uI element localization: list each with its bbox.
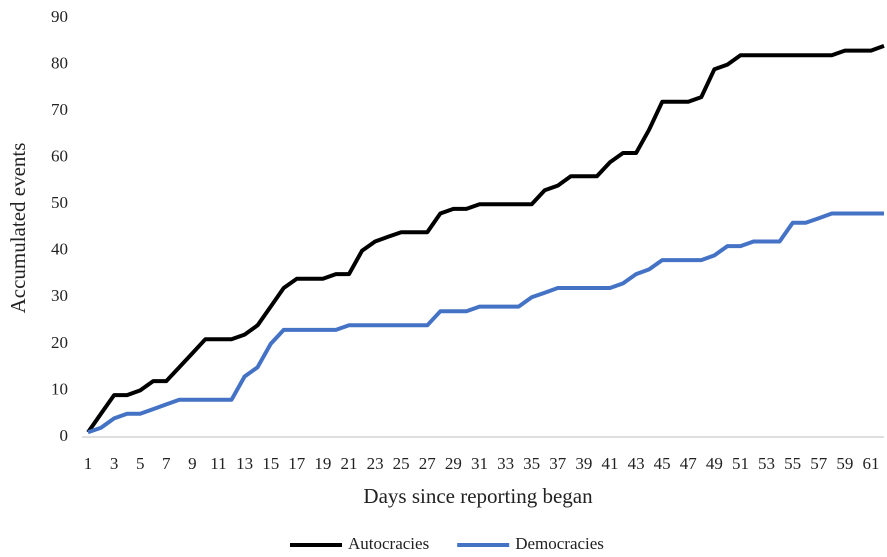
x-tick-label: 3 <box>110 454 119 473</box>
x-tick-label: 11 <box>210 454 226 473</box>
x-tick-label: 25 <box>393 454 410 473</box>
x-tick-label: 47 <box>680 454 698 473</box>
x-tick-label: 5 <box>136 454 145 473</box>
x-tick-label: 55 <box>784 454 801 473</box>
x-tick-label: 39 <box>575 454 592 473</box>
x-axis-title: Days since reporting began <box>363 484 593 508</box>
x-tick-label: 17 <box>288 454 306 473</box>
y-tick-label: 80 <box>51 53 68 72</box>
y-tick-label: 70 <box>51 100 68 119</box>
y-tick-label: 60 <box>51 147 68 166</box>
x-tick-label: 61 <box>862 454 879 473</box>
x-tick-label: 37 <box>549 454 567 473</box>
x-tick-label: 27 <box>419 454 437 473</box>
y-tick-label: 30 <box>51 286 68 305</box>
x-tick-label: 1 <box>84 454 93 473</box>
x-tick-label: 59 <box>836 454 853 473</box>
x-tick-label: 33 <box>497 454 514 473</box>
x-tick-label: 23 <box>367 454 384 473</box>
x-tick-label: 31 <box>471 454 488 473</box>
legend-label: Democracies <box>515 534 604 553</box>
x-tick-label: 49 <box>706 454 723 473</box>
x-tick-label: 9 <box>188 454 197 473</box>
x-tick-label: 35 <box>523 454 540 473</box>
x-tick-label: 13 <box>236 454 253 473</box>
x-tick-label: 57 <box>810 454 828 473</box>
x-tick-label: 19 <box>314 454 331 473</box>
x-tick-label: 51 <box>732 454 749 473</box>
y-tick-label: 90 <box>51 7 68 26</box>
y-tick-label: 50 <box>51 193 68 212</box>
y-tick-label: 40 <box>51 240 68 259</box>
x-tick-label: 21 <box>340 454 357 473</box>
x-tick-label: 45 <box>654 454 671 473</box>
x-tick-label: 43 <box>628 454 645 473</box>
legend-label: Autocracies <box>348 534 429 553</box>
y-tick-label: 10 <box>51 379 68 398</box>
x-tick-label: 53 <box>758 454 775 473</box>
y-axis-title: Accumulated events <box>6 143 30 314</box>
x-tick-label: 15 <box>262 454 279 473</box>
line-series <box>87 211 884 435</box>
x-tick-label: 7 <box>162 454 171 473</box>
line-series <box>86 44 885 434</box>
x-tick-label: 29 <box>445 454 462 473</box>
y-tick-label: 20 <box>51 333 68 352</box>
y-tick-label: 0 <box>60 426 69 445</box>
x-tick-label: 41 <box>601 454 618 473</box>
